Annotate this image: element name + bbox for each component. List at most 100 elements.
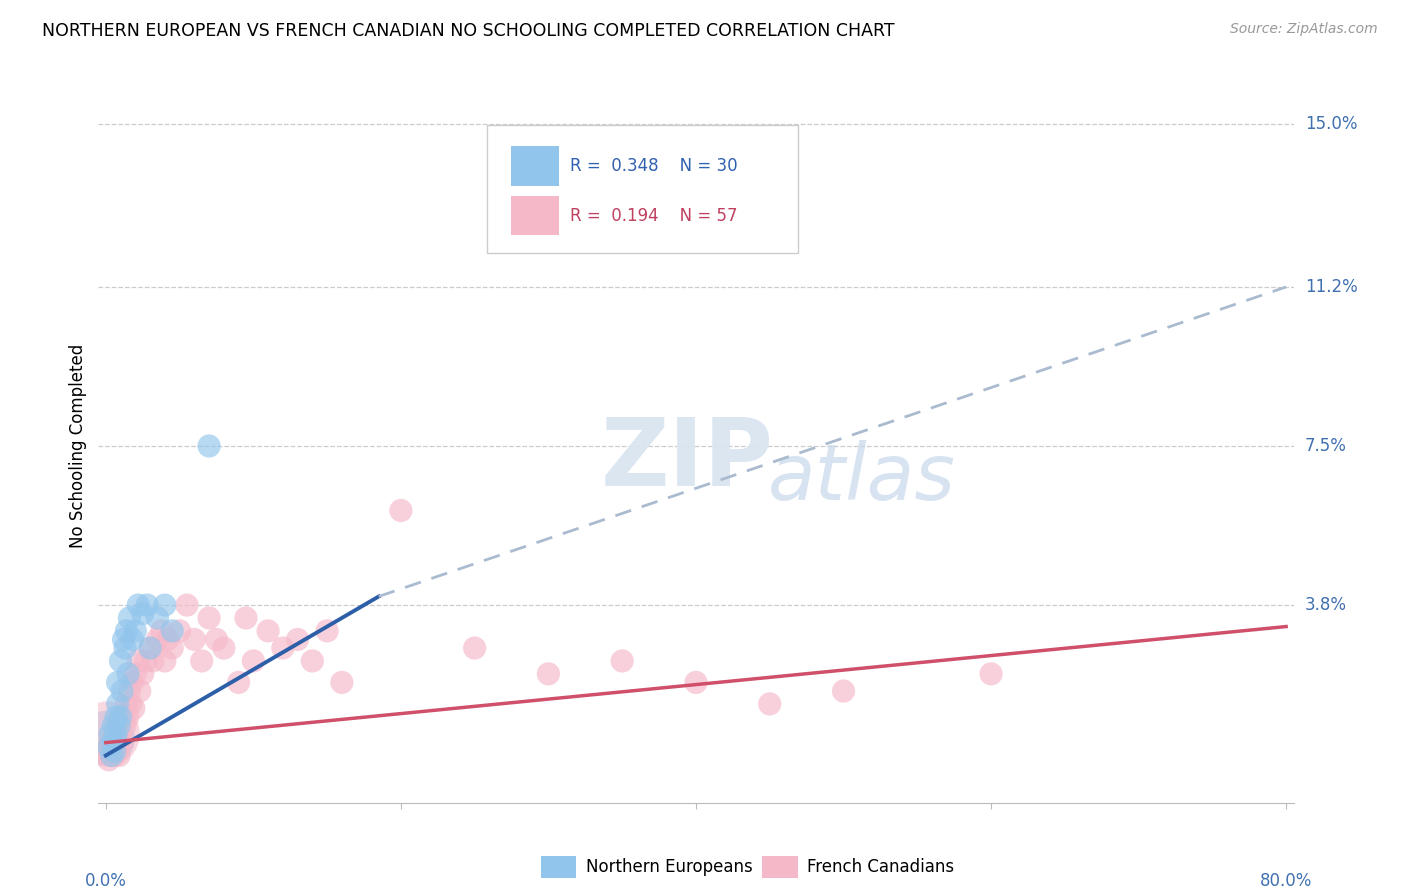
Point xyxy=(115,697,138,711)
Point xyxy=(118,611,141,625)
Point xyxy=(136,598,159,612)
Y-axis label: No Schooling Completed: No Schooling Completed xyxy=(69,344,87,548)
Text: 7.5%: 7.5% xyxy=(1305,437,1347,455)
Point xyxy=(330,675,353,690)
Point xyxy=(139,641,162,656)
Point xyxy=(127,654,149,668)
Point xyxy=(105,744,128,758)
Point xyxy=(235,611,257,625)
Point xyxy=(537,666,560,681)
Point xyxy=(100,748,122,763)
Point xyxy=(316,624,339,638)
Point xyxy=(117,666,139,681)
Text: Source: ZipAtlas.com: Source: ZipAtlas.com xyxy=(1230,22,1378,37)
Point xyxy=(153,598,176,612)
Text: 15.0%: 15.0% xyxy=(1305,114,1357,133)
Point xyxy=(104,744,127,758)
Point xyxy=(104,748,127,763)
Point xyxy=(190,654,212,668)
Point xyxy=(108,748,131,763)
Point xyxy=(107,697,129,711)
Point xyxy=(98,727,121,741)
Point xyxy=(101,736,124,750)
FancyBboxPatch shape xyxy=(510,146,558,186)
Point xyxy=(96,727,118,741)
Point xyxy=(101,718,124,732)
Point xyxy=(131,607,153,621)
Text: 80.0%: 80.0% xyxy=(1260,871,1312,889)
Text: ZIP: ZIP xyxy=(600,414,773,507)
Point xyxy=(114,718,136,732)
Point xyxy=(104,731,127,746)
Point xyxy=(758,697,780,711)
Point xyxy=(97,739,120,754)
Point xyxy=(110,654,132,668)
Point xyxy=(160,624,183,638)
Point xyxy=(198,439,221,453)
Point xyxy=(107,675,129,690)
Text: R =  0.348    N = 30: R = 0.348 N = 30 xyxy=(571,157,738,175)
Point xyxy=(112,632,135,647)
Point xyxy=(97,753,120,767)
Point xyxy=(107,718,129,732)
Point xyxy=(101,739,124,754)
Point xyxy=(110,710,132,724)
Point xyxy=(146,611,169,625)
Point xyxy=(110,727,132,741)
Text: 11.2%: 11.2% xyxy=(1305,278,1357,296)
Point xyxy=(131,666,153,681)
Point xyxy=(114,641,136,656)
Point xyxy=(169,624,191,638)
Point xyxy=(112,710,135,724)
Point xyxy=(115,624,138,638)
Point xyxy=(271,641,294,656)
Text: 3.8%: 3.8% xyxy=(1305,596,1347,614)
Point xyxy=(301,654,323,668)
Point xyxy=(242,654,264,668)
Point xyxy=(121,632,143,647)
Point xyxy=(96,744,118,758)
Point xyxy=(146,632,169,647)
Point xyxy=(139,641,162,656)
Point xyxy=(122,701,145,715)
Point xyxy=(98,736,121,750)
Point xyxy=(257,624,280,638)
Point xyxy=(96,731,118,746)
Point xyxy=(183,632,205,647)
Point xyxy=(135,654,157,668)
FancyBboxPatch shape xyxy=(762,856,797,878)
Point xyxy=(160,641,183,656)
Text: R =  0.194    N = 57: R = 0.194 N = 57 xyxy=(571,207,738,225)
Point xyxy=(176,598,198,612)
Point xyxy=(205,632,228,647)
Text: atlas: atlas xyxy=(768,440,956,516)
Point xyxy=(105,727,128,741)
Point xyxy=(111,684,134,698)
FancyBboxPatch shape xyxy=(510,196,558,235)
Point xyxy=(127,598,149,612)
Point xyxy=(832,684,855,698)
FancyBboxPatch shape xyxy=(540,856,576,878)
Point xyxy=(118,684,141,698)
Point xyxy=(142,654,165,668)
Point xyxy=(612,654,634,668)
Point xyxy=(464,641,486,656)
Point xyxy=(107,739,129,754)
Point xyxy=(124,624,146,638)
Text: NORTHERN EUROPEAN VS FRENCH CANADIAN NO SCHOOLING COMPLETED CORRELATION CHART: NORTHERN EUROPEAN VS FRENCH CANADIAN NO … xyxy=(42,22,894,40)
Point xyxy=(104,727,127,741)
FancyBboxPatch shape xyxy=(486,125,797,253)
Point xyxy=(156,632,179,647)
Point xyxy=(128,684,150,698)
Point xyxy=(685,675,707,690)
Point xyxy=(228,675,250,690)
Point xyxy=(287,632,309,647)
Point xyxy=(150,624,173,638)
Point xyxy=(111,736,134,750)
Point xyxy=(120,697,142,711)
Point xyxy=(117,710,139,724)
Point xyxy=(389,503,412,517)
Point xyxy=(198,611,221,625)
Point xyxy=(153,654,176,668)
Point xyxy=(108,718,131,732)
